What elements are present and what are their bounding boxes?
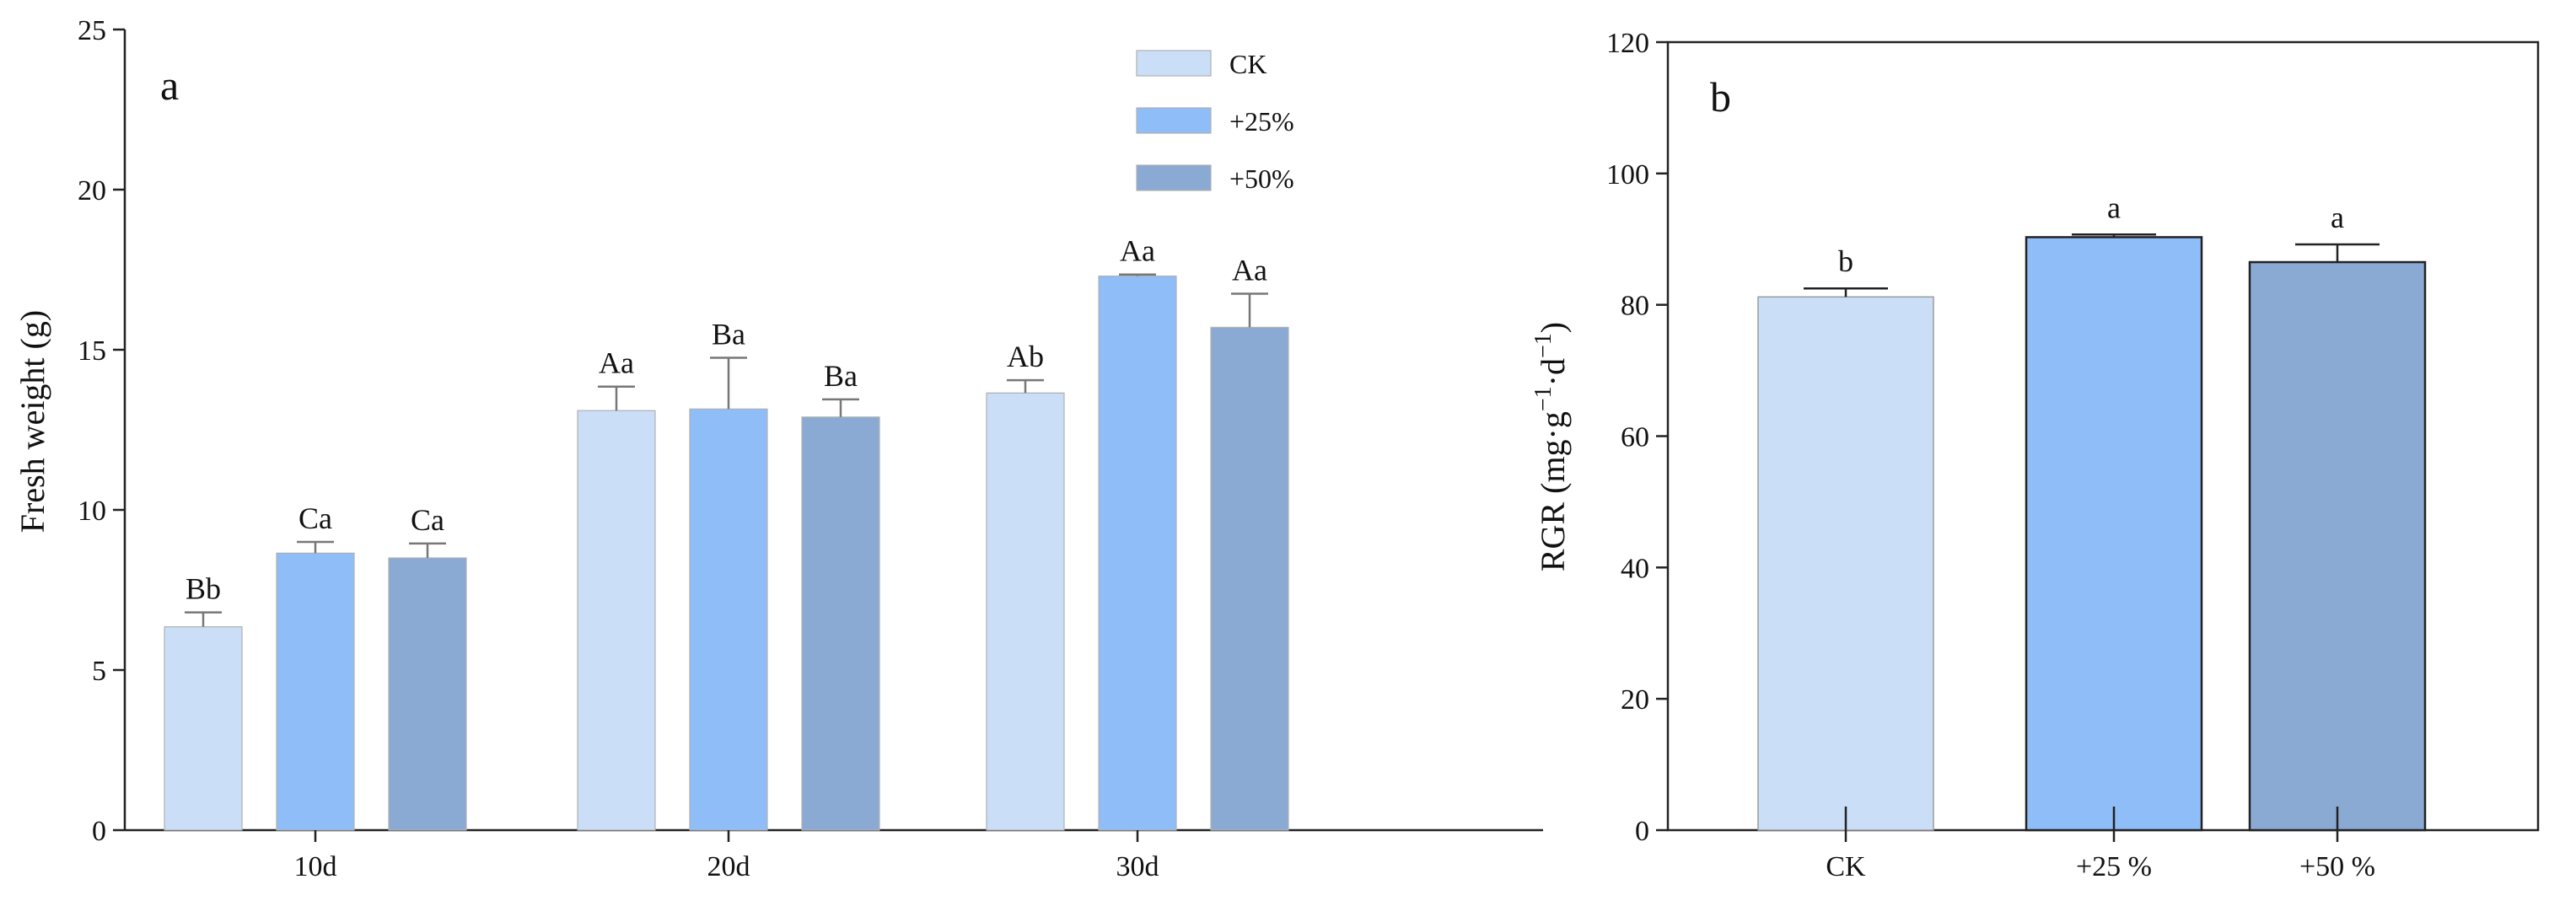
panel-a-legend-swatch — [1136, 50, 1212, 77]
panel-b-x-tick-label: +25 % — [2076, 851, 2152, 882]
panel-b-bar — [2248, 260, 2427, 832]
panel-a-data-label: Aa — [599, 346, 634, 380]
panel-a-bar — [164, 626, 243, 831]
panel-a-data-label: Aa — [1120, 234, 1155, 268]
panel-a-y-tick-label: 25 — [78, 15, 106, 46]
panel-b-data-label: b — [1838, 244, 1853, 278]
panel-a-legend-swatch — [1136, 164, 1212, 191]
panel-b-letter: b — [1710, 73, 1731, 121]
panel-b-y-axis-title-sup1: −1 — [1530, 386, 1557, 411]
panel-b-y-tick-label: 60 — [1621, 422, 1649, 453]
panel-a-y-tick-label: 10 — [78, 496, 106, 527]
panel-a-data-label: Aa — [1232, 254, 1267, 287]
panel-a-bar — [986, 392, 1065, 831]
panel-b-data-label: a — [2331, 201, 2344, 234]
panel-b-y-tick-label: 40 — [1621, 553, 1649, 584]
panel-a-legend-label: +50% — [1229, 164, 1294, 194]
panel-a-legend-swatch — [1136, 107, 1212, 134]
panel-b-y-axis-title-mid: ·d — [1534, 358, 1572, 386]
panel-a-bar — [801, 416, 880, 831]
panel-b-y-tick-label: 80 — [1621, 291, 1649, 322]
panel-a-y-tick-label: 15 — [78, 335, 106, 367]
panel-b-y-tick-label: 120 — [1606, 28, 1649, 59]
panel-b-y-axis-title: RGR (mg·g−1·d−1) — [1530, 322, 1572, 571]
panel-a-y-axis-title: Fresh weight (g) — [13, 310, 51, 533]
panel-b-y-axis-title-end: ) — [1534, 322, 1572, 333]
panel-a-data-label: Ca — [411, 503, 444, 537]
panel-a-y-tick-label: 0 — [92, 816, 106, 847]
panel-b-x-tick-label: CK — [1826, 851, 1866, 882]
panel-b-y-tick-label: 20 — [1621, 684, 1649, 716]
panel-a-x-tick-label: 10d — [294, 851, 337, 882]
panel-a-letter: a — [160, 62, 179, 109]
panel-b-y-axis-title-sup2: −1 — [1530, 333, 1557, 358]
panel-a-bar — [1210, 326, 1289, 831]
panel-b-x-tick-label: +50 % — [2299, 851, 2375, 882]
panel-a-data-label: Ba — [712, 318, 745, 351]
panel-a-x-tick-label: 30d — [1116, 851, 1159, 882]
panel-b-data-label: a — [2107, 190, 2121, 224]
panel-a-bar — [276, 552, 355, 831]
panel-a-data-label: Bb — [186, 572, 221, 606]
panel-b-y-tick-label: 0 — [1635, 816, 1649, 847]
panel-a-data-label: Ab — [1007, 340, 1044, 373]
panel-b-bar — [2025, 236, 2203, 832]
panel-a-data-label: Ba — [824, 359, 858, 393]
panel-a-legend-label: CK — [1229, 49, 1266, 79]
panel-a-bar — [689, 408, 768, 831]
panel-a-data-label: Ca — [298, 501, 332, 535]
panel-a-bar — [577, 410, 656, 831]
panel-a-y-tick-label: 20 — [78, 175, 106, 206]
panel-b-bar — [1757, 296, 1934, 831]
panel-b-y-tick-label: 100 — [1606, 159, 1649, 190]
panel-b-y-axis-title-main: RGR (mg·g — [1534, 411, 1572, 571]
chart-panel-b: b RGR (mg·g−1·d−1) 020406080100120bCKa+2… — [1530, 28, 2540, 882]
panel-a-y-tick-label: 5 — [92, 656, 106, 687]
chart-panel-a: a Fresh weight (g) 0 5 10 15 20 25 Bb Ca Ca 10d Aa… — [13, 15, 1543, 882]
panel-a-x-tick-label: 20d — [707, 851, 750, 882]
panel-a-legend-label: +25% — [1229, 106, 1294, 137]
panel-a-bar — [1098, 276, 1177, 831]
panel-a-bar — [388, 557, 467, 831]
